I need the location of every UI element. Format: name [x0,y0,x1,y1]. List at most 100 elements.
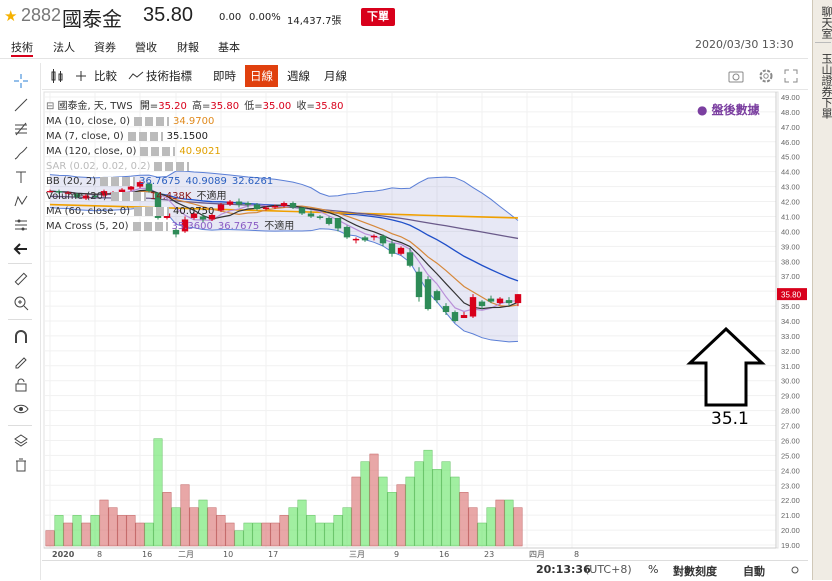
fib-tool-icon[interactable] [13,121,29,137]
legend-row-label: MA (60, close, 0) [46,206,131,217]
settings-icon[interactable] [790,565,800,575]
volume-bar [333,515,343,547]
legend-row-controls[interactable] [127,131,163,141]
candle-body [505,300,513,304]
volume-bar [369,453,379,547]
tab-technical[interactable]: 技術 [11,39,33,57]
candle-body [469,297,477,317]
candle-body [442,306,450,313]
legend-row-value: 35.1500 [166,131,209,142]
candle-body [496,298,504,304]
trend-line-icon[interactable] [13,97,29,113]
zoom-in-icon[interactable] [13,295,29,311]
candle-body [163,213,171,218]
legend-row: MA (7, close, 0) 35.1500 [46,129,344,144]
percent-scale-button[interactable]: % [648,563,659,576]
compare-button[interactable]: 比較 [94,69,117,83]
measure-tool-icon[interactable] [13,217,29,233]
date-tick-label: 2020 [52,550,75,559]
candle-body [370,235,378,238]
tab-margin[interactable]: 資券 [94,41,116,54]
volume-bar [288,507,298,547]
monthly-button[interactable]: 月線 [324,69,347,83]
auto-scale-button[interactable]: 自動 [743,565,765,578]
order-button[interactable]: 下單 [361,8,395,26]
tab-revenue[interactable]: 營收 [135,41,157,54]
volume-bar [396,484,406,547]
volume-bar [117,515,127,547]
volume-bar [504,499,514,547]
legend-row-label: MA Cross (5, 20) [46,221,129,232]
favorite-star-icon[interactable]: ★ [4,7,18,25]
legend-row-value: 不適用 [264,221,295,232]
gear-icon[interactable] [758,68,774,84]
volume-bar [378,476,388,547]
text-tool-icon[interactable] [13,169,29,185]
tab-institutional[interactable]: 法人 [53,41,75,54]
fullscreen-icon[interactable] [784,69,798,83]
date-tick-label: 16 [142,550,152,559]
legend-row-controls[interactable] [134,206,170,216]
stock-name: 國泰金 [62,7,122,31]
candle-body [298,207,306,214]
price-tick-label: 23.00 [781,481,800,490]
volume-bar [99,499,109,547]
indicators-button[interactable]: 技術指標 [146,69,192,83]
indicators-icon [128,71,144,80]
pattern-tool-icon[interactable] [13,193,29,209]
candle-body [460,315,468,319]
timezone-label[interactable]: (UTC+8) [585,563,632,576]
crosshair-icon[interactable] [13,73,29,89]
trash-icon[interactable] [13,457,29,473]
date-tick-label: 9 [394,550,399,559]
volume-bar [63,522,73,547]
price-tick-label: 49.00 [781,93,800,102]
volume-bar [423,449,433,547]
layers-icon[interactable] [13,433,29,449]
volume-bar [477,522,487,547]
price-tick-label: 40.00 [781,227,800,236]
brush-icon[interactable] [13,145,29,161]
legend-row-controls[interactable] [154,161,190,171]
candle-body [379,235,387,244]
candle-type-icon[interactable] [50,69,64,83]
legend-row-controls[interactable] [140,146,176,156]
daily-button[interactable]: 日線 [245,65,278,87]
legend-row-controls[interactable] [134,116,170,126]
indicator-legend: ⊟ 國泰金, 天, TWS 開=35.20 高=35.80 低=35.00 收=… [46,99,344,234]
price-tick-label: 27.00 [781,422,800,431]
legend-row: MA (60, close, 0) 40.0750 [46,204,344,219]
tab-financials[interactable]: 財報 [177,41,199,54]
ruler-icon[interactable] [13,271,29,287]
legend-row-controls[interactable] [132,221,168,231]
price-change-pct: 0.00% [249,12,281,23]
legend-row-controls[interactable] [110,191,146,201]
camera-icon[interactable] [728,69,744,83]
candle-body [451,312,459,321]
volume-bar [90,515,100,547]
back-arrow-icon[interactable] [13,241,29,257]
candle-body [406,252,414,266]
eye-icon[interactable] [13,401,29,417]
candle-body [478,301,486,307]
legend-row-controls[interactable] [100,176,136,186]
weekly-button[interactable]: 週線 [287,69,310,83]
candle-body [244,203,252,205]
log-scale-button[interactable]: 對數刻度 [673,565,717,578]
after-hours-watermark: ● 盤後數據 [697,103,760,117]
tab-basic[interactable]: 基本 [218,41,240,54]
magnet-icon[interactable] [13,329,29,345]
legend-row-label: SAR (0.02, 0.02, 0.2) [46,161,151,172]
volume-bar [342,507,352,547]
broker-order-tab[interactable]: 玉山證券下單 [820,53,832,119]
volume-bar [279,515,289,547]
price-tick-label: 38.00 [781,257,800,266]
intraday-button[interactable]: 即時 [213,69,236,83]
chat-room-tab[interactable]: 聊天室 [820,5,832,39]
price-tick-label: 39.00 [781,242,800,251]
legend-row: BB (20, 2) 36.7675 40.9089 32.6261 [46,174,344,189]
pencil-lock-icon[interactable] [13,353,29,369]
lock-icon[interactable] [13,377,29,393]
candle-body [55,191,63,193]
